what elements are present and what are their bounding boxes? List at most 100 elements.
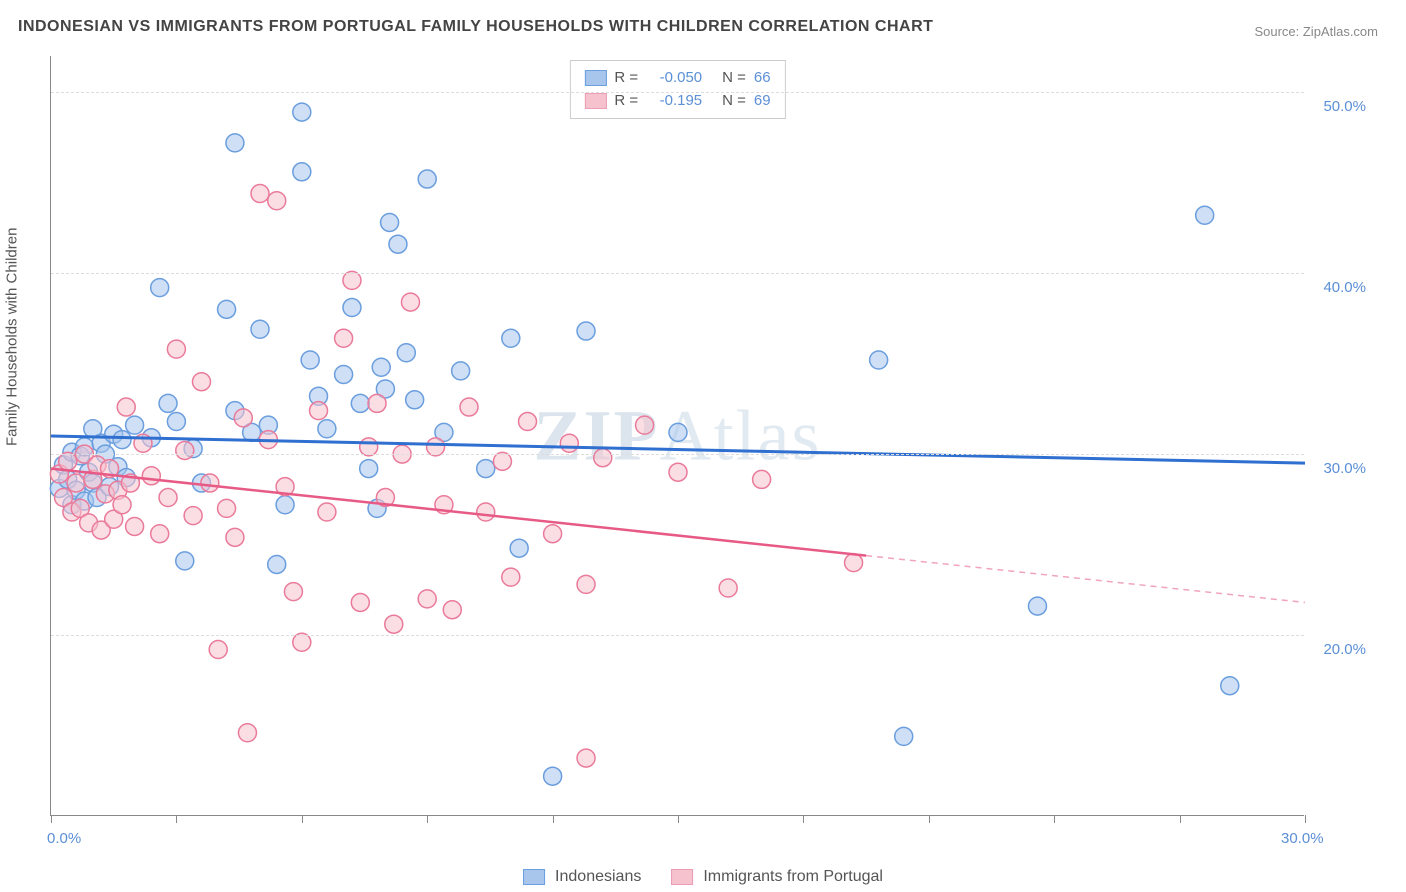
scatter-point bbox=[142, 467, 160, 485]
series-legend-item: Immigrants from Portugal bbox=[671, 868, 883, 886]
scatter-point bbox=[284, 583, 302, 601]
scatter-point bbox=[577, 749, 595, 767]
scatter-point bbox=[594, 449, 612, 467]
scatter-point bbox=[443, 601, 461, 619]
correlation-legend-row: R =-0.050N =66 bbox=[584, 67, 770, 90]
scatter-point bbox=[669, 423, 687, 441]
scatter-point bbox=[113, 496, 131, 514]
scatter-point bbox=[167, 340, 185, 358]
scatter-point bbox=[477, 503, 495, 521]
scatter-point bbox=[502, 329, 520, 347]
scatter-point bbox=[318, 420, 336, 438]
scatter-point bbox=[360, 460, 378, 478]
x-tick bbox=[553, 815, 554, 823]
x-tick bbox=[51, 815, 52, 823]
scatter-point bbox=[67, 474, 85, 492]
scatter-point bbox=[502, 568, 520, 586]
scatter-point bbox=[335, 329, 353, 347]
scatter-point bbox=[126, 517, 144, 535]
trend-line bbox=[51, 469, 866, 556]
chart-container: INDONESIAN VS IMMIGRANTS FROM PORTUGAL F… bbox=[0, 0, 1406, 892]
scatter-point bbox=[397, 344, 415, 362]
scatter-point bbox=[167, 413, 185, 431]
scatter-point bbox=[1028, 597, 1046, 615]
scatter-point bbox=[276, 496, 294, 514]
gridline bbox=[51, 273, 1304, 274]
scatter-point bbox=[310, 402, 328, 420]
scatter-point bbox=[477, 460, 495, 478]
scatter-point bbox=[1221, 677, 1239, 695]
scatter-point bbox=[226, 528, 244, 546]
scatter-point bbox=[293, 103, 311, 121]
scatter-point bbox=[460, 398, 478, 416]
x-tick bbox=[678, 815, 679, 823]
scatter-point bbox=[343, 299, 361, 317]
scatter-point bbox=[753, 470, 771, 488]
scatter-point bbox=[335, 365, 353, 383]
gridline bbox=[51, 92, 1304, 93]
x-tick-label: 0.0% bbox=[47, 830, 81, 847]
chart-svg bbox=[51, 56, 1304, 815]
y-axis-label: Family Households with Children bbox=[4, 228, 21, 446]
scatter-point bbox=[184, 507, 202, 525]
scatter-point bbox=[176, 441, 194, 459]
scatter-point bbox=[151, 525, 169, 543]
legend-swatch bbox=[523, 869, 545, 885]
scatter-point bbox=[577, 575, 595, 593]
x-tick bbox=[176, 815, 177, 823]
scatter-point bbox=[293, 163, 311, 181]
scatter-point bbox=[372, 358, 390, 376]
source-link[interactable]: ZipAtlas.com bbox=[1303, 24, 1378, 39]
scatter-point bbox=[201, 474, 219, 492]
scatter-point bbox=[159, 394, 177, 412]
scatter-point bbox=[113, 431, 131, 449]
x-tick bbox=[302, 815, 303, 823]
scatter-point bbox=[268, 192, 286, 210]
legend-swatch bbox=[671, 869, 693, 885]
plot-area: ZIPAtlas R =-0.050N =66R =-0.195N =69 20… bbox=[50, 56, 1304, 816]
scatter-point bbox=[401, 293, 419, 311]
x-tick bbox=[803, 815, 804, 823]
y-tick-label: 40.0% bbox=[1323, 279, 1366, 296]
legend-n-value: 66 bbox=[754, 67, 771, 90]
scatter-point bbox=[385, 615, 403, 633]
x-tick bbox=[1180, 815, 1181, 823]
x-tick-label: 30.0% bbox=[1281, 830, 1324, 847]
x-tick bbox=[427, 815, 428, 823]
scatter-point bbox=[117, 398, 135, 416]
scatter-point bbox=[351, 394, 369, 412]
scatter-point bbox=[560, 434, 578, 452]
series-legend: Indonesians Immigrants from Portugal bbox=[523, 868, 883, 886]
scatter-point bbox=[845, 554, 863, 572]
scatter-point bbox=[406, 391, 424, 409]
legend-swatch bbox=[584, 70, 606, 86]
scatter-point bbox=[176, 552, 194, 570]
scatter-point bbox=[418, 590, 436, 608]
scatter-point bbox=[1196, 206, 1214, 224]
scatter-point bbox=[126, 416, 144, 434]
scatter-point bbox=[636, 416, 654, 434]
legend-n-label: N = bbox=[722, 67, 746, 90]
scatter-point bbox=[226, 134, 244, 152]
scatter-point bbox=[389, 235, 407, 253]
scatter-point bbox=[234, 409, 252, 427]
source-prefix: Source: bbox=[1254, 24, 1302, 39]
scatter-point bbox=[251, 185, 269, 203]
scatter-point bbox=[318, 503, 336, 521]
scatter-point bbox=[381, 213, 399, 231]
gridline bbox=[51, 454, 1304, 455]
scatter-point bbox=[519, 413, 537, 431]
scatter-point bbox=[544, 525, 562, 543]
legend-r-label: R = bbox=[614, 67, 638, 90]
scatter-point bbox=[209, 641, 227, 659]
scatter-point bbox=[544, 767, 562, 785]
gridline bbox=[51, 635, 1304, 636]
scatter-point bbox=[218, 499, 236, 517]
series-legend-item: Indonesians bbox=[523, 868, 641, 886]
scatter-point bbox=[510, 539, 528, 557]
scatter-point bbox=[577, 322, 595, 340]
scatter-point bbox=[268, 555, 286, 573]
scatter-point bbox=[301, 351, 319, 369]
legend-swatch bbox=[584, 93, 606, 109]
scatter-point bbox=[669, 463, 687, 481]
